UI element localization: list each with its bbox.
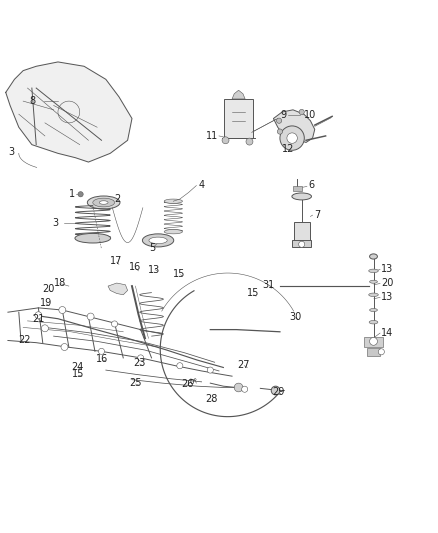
Circle shape — [277, 129, 283, 134]
Text: 3: 3 — [53, 218, 59, 228]
Circle shape — [177, 362, 183, 369]
Ellipse shape — [369, 293, 378, 296]
Ellipse shape — [370, 309, 378, 312]
Circle shape — [378, 349, 385, 355]
Text: 30: 30 — [290, 312, 302, 321]
Circle shape — [246, 138, 253, 145]
Text: 14: 14 — [381, 328, 393, 337]
Circle shape — [271, 386, 280, 395]
Circle shape — [299, 241, 305, 247]
Text: 1: 1 — [69, 189, 75, 199]
Text: 20: 20 — [42, 284, 54, 294]
Ellipse shape — [370, 280, 378, 283]
Circle shape — [234, 383, 243, 392]
Circle shape — [207, 367, 213, 373]
Circle shape — [370, 337, 378, 345]
Text: 28: 28 — [205, 394, 217, 404]
Text: 13: 13 — [148, 264, 160, 274]
Ellipse shape — [87, 196, 120, 209]
Bar — [293, 185, 302, 191]
Bar — [224, 99, 253, 138]
Bar — [367, 348, 381, 356]
Ellipse shape — [370, 254, 378, 259]
Circle shape — [78, 192, 83, 197]
Text: 29: 29 — [272, 387, 284, 397]
Polygon shape — [232, 90, 245, 99]
Text: 2: 2 — [115, 194, 121, 204]
Ellipse shape — [99, 201, 108, 204]
Bar — [294, 222, 310, 241]
Text: 10: 10 — [304, 110, 316, 120]
Text: 27: 27 — [238, 360, 250, 370]
Bar — [292, 240, 311, 247]
Polygon shape — [6, 62, 132, 162]
Text: 22: 22 — [18, 335, 30, 345]
Text: 6: 6 — [308, 180, 314, 190]
Bar — [364, 337, 383, 347]
Circle shape — [222, 137, 229, 144]
Ellipse shape — [164, 230, 183, 234]
Circle shape — [287, 133, 297, 143]
Text: 13: 13 — [381, 292, 393, 302]
Ellipse shape — [93, 198, 115, 207]
Polygon shape — [273, 110, 315, 142]
Text: 0°: 0° — [189, 379, 198, 385]
Polygon shape — [108, 283, 127, 295]
Text: 15: 15 — [173, 269, 186, 279]
Text: 31: 31 — [262, 280, 275, 290]
Text: 9: 9 — [280, 110, 286, 120]
Text: 25: 25 — [129, 378, 141, 388]
Circle shape — [87, 313, 94, 320]
Ellipse shape — [164, 199, 183, 204]
Text: 5: 5 — [149, 243, 155, 253]
Circle shape — [35, 312, 42, 319]
Circle shape — [61, 344, 68, 351]
Text: 15: 15 — [247, 288, 260, 298]
Text: 13: 13 — [381, 264, 393, 274]
Text: 4: 4 — [198, 180, 204, 190]
Text: 18: 18 — [53, 278, 66, 288]
Circle shape — [42, 325, 48, 332]
Circle shape — [280, 126, 304, 150]
Text: 20: 20 — [381, 278, 393, 288]
Text: 16: 16 — [129, 262, 141, 272]
Circle shape — [59, 306, 66, 313]
Circle shape — [242, 386, 248, 392]
Text: 19: 19 — [40, 298, 52, 308]
Text: 12: 12 — [282, 144, 294, 154]
Text: 24: 24 — [71, 361, 83, 372]
Text: 7: 7 — [314, 210, 320, 220]
Circle shape — [276, 118, 282, 123]
Ellipse shape — [369, 320, 378, 324]
Ellipse shape — [142, 234, 174, 247]
Ellipse shape — [292, 193, 311, 200]
Ellipse shape — [75, 233, 111, 243]
Text: 11: 11 — [206, 131, 218, 141]
Text: 21: 21 — [32, 314, 44, 324]
Ellipse shape — [149, 237, 167, 244]
Text: 17: 17 — [110, 256, 123, 266]
Text: 3: 3 — [8, 148, 14, 157]
Text: 15: 15 — [72, 369, 84, 379]
Text: 26: 26 — [181, 379, 194, 389]
Text: 16: 16 — [96, 354, 109, 364]
Ellipse shape — [369, 269, 378, 272]
Circle shape — [138, 355, 144, 361]
Circle shape — [299, 109, 304, 115]
Text: 8: 8 — [30, 96, 36, 106]
Circle shape — [112, 321, 117, 327]
Circle shape — [99, 349, 105, 354]
Text: 23: 23 — [133, 358, 146, 368]
